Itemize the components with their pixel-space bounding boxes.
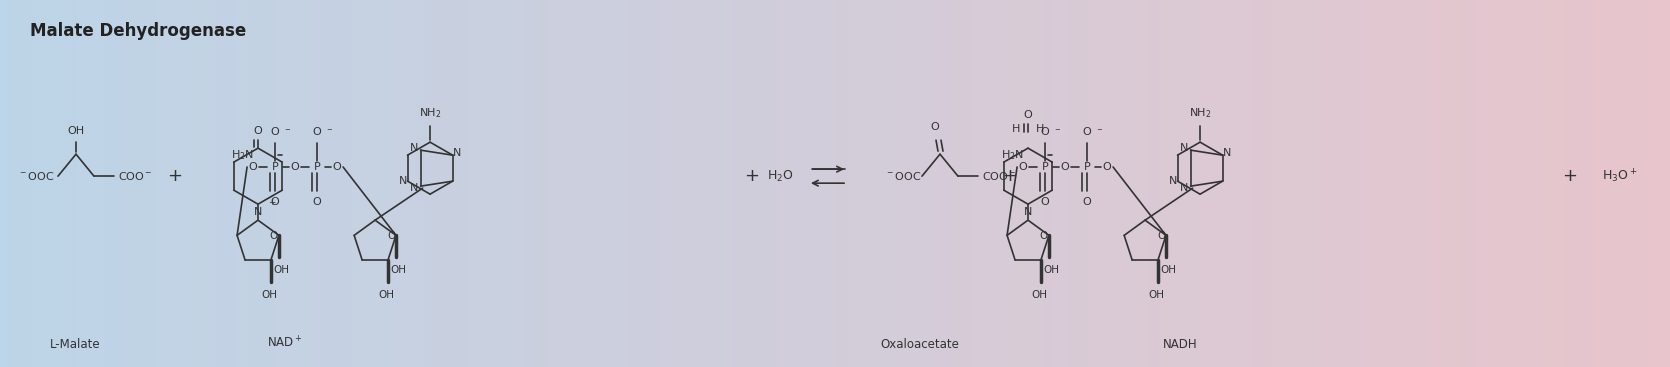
Text: H: H	[1012, 124, 1020, 134]
Text: +: +	[1563, 167, 1578, 185]
Text: O: O	[1082, 197, 1092, 207]
Text: O: O	[1024, 110, 1032, 120]
Text: OH: OH	[377, 290, 394, 300]
Text: H: H	[1035, 124, 1044, 134]
Text: N: N	[453, 148, 461, 158]
Text: O: O	[312, 127, 321, 137]
Text: OH: OH	[261, 290, 277, 300]
Text: Oxaloacetate: Oxaloacetate	[880, 338, 960, 351]
Text: $^-$: $^-$	[326, 127, 334, 137]
Text: OH: OH	[1044, 265, 1059, 275]
Text: O: O	[1040, 127, 1049, 137]
Text: $^-$: $^-$	[284, 127, 292, 137]
Text: OH: OH	[1030, 290, 1047, 300]
Text: O: O	[1040, 197, 1049, 207]
Text: N: N	[1024, 207, 1032, 217]
Text: O: O	[1019, 162, 1027, 172]
Text: OH: OH	[1147, 290, 1164, 300]
Text: O: O	[291, 162, 299, 172]
Text: O: O	[271, 197, 279, 207]
Text: OH: OH	[272, 265, 289, 275]
Text: H$_2$O: H$_2$O	[767, 168, 793, 184]
Text: NH$_2$: NH$_2$	[419, 106, 441, 120]
Text: O: O	[1040, 231, 1049, 241]
Text: O: O	[1060, 162, 1069, 172]
Text: O: O	[332, 162, 341, 172]
Text: O: O	[271, 127, 279, 137]
Text: NADH: NADH	[1162, 338, 1197, 351]
Text: H$_2$N: H$_2$N	[230, 148, 254, 162]
Text: O: O	[1157, 231, 1166, 241]
Text: $^-$OOC: $^-$OOC	[885, 170, 922, 182]
Text: N: N	[411, 183, 419, 193]
Text: OH: OH	[1161, 265, 1176, 275]
Text: +: +	[1002, 167, 1017, 185]
Text: +: +	[267, 198, 276, 207]
Text: N: N	[1181, 183, 1189, 193]
Text: Malate Dehydrogenase: Malate Dehydrogenase	[30, 22, 245, 40]
Text: O: O	[312, 197, 321, 207]
Text: N: N	[1222, 148, 1231, 158]
Text: N: N	[399, 176, 407, 186]
Text: $^-$: $^-$	[1096, 127, 1104, 137]
Text: +: +	[745, 167, 760, 185]
Text: COO$^-$: COO$^-$	[119, 170, 152, 182]
Text: N: N	[254, 207, 262, 217]
Text: O: O	[1102, 162, 1112, 172]
Text: N: N	[1169, 176, 1177, 186]
Text: O: O	[1082, 127, 1092, 137]
Text: L-Malate: L-Malate	[50, 338, 100, 351]
Text: O: O	[387, 231, 396, 241]
Text: +: +	[167, 167, 182, 185]
Text: O: O	[930, 122, 939, 132]
Text: NAD$^+$: NAD$^+$	[267, 336, 302, 351]
Text: P: P	[1084, 162, 1091, 172]
Text: O: O	[249, 162, 257, 172]
Text: H$_2$N: H$_2$N	[1002, 148, 1024, 162]
Text: P: P	[1042, 162, 1049, 172]
Text: $^-$OOC: $^-$OOC	[18, 170, 55, 182]
Text: NH$_2$: NH$_2$	[1189, 106, 1211, 120]
Text: N: N	[411, 143, 419, 153]
Text: O: O	[254, 126, 262, 136]
Text: P: P	[272, 162, 279, 172]
Text: O: O	[271, 231, 279, 241]
Text: P: P	[314, 162, 321, 172]
Text: N: N	[1181, 143, 1189, 153]
Text: H$_3$O$^+$: H$_3$O$^+$	[1602, 167, 1638, 185]
Text: OH: OH	[391, 265, 406, 275]
Text: $^-$: $^-$	[1054, 127, 1062, 137]
Text: OH: OH	[67, 126, 85, 136]
Text: COO$^-$: COO$^-$	[982, 170, 1017, 182]
